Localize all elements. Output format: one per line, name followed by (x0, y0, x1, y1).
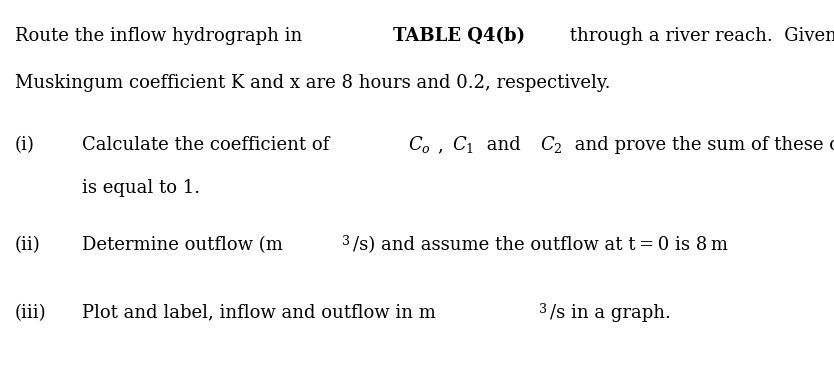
Text: (i): (i) (15, 136, 35, 154)
Text: TABLE Q4(b): TABLE Q4(b) (393, 27, 525, 45)
Text: $^3$: $^3$ (341, 236, 350, 254)
Text: Determine outflow (m: Determine outflow (m (82, 236, 283, 254)
Text: (iii): (iii) (15, 304, 47, 322)
Text: Plot and label, inflow and outflow in m: Plot and label, inflow and outflow in m (82, 304, 435, 322)
Text: Calculate the coefficient of: Calculate the coefficient of (82, 136, 334, 154)
Text: $C_o$: $C_o$ (408, 134, 431, 155)
Text: /s) and assume the outflow at t = 0 is 8 m: /s) and assume the outflow at t = 0 is 8… (353, 236, 728, 254)
Text: and prove the sum of these coefficients: and prove the sum of these coefficients (569, 136, 834, 154)
Text: Muskingum coefficient K and x are 8 hours and 0.2, respectively.: Muskingum coefficient K and x are 8 hour… (15, 74, 610, 92)
Text: $C_2$: $C_2$ (540, 134, 562, 155)
Text: $^3$: $^3$ (538, 304, 548, 322)
Text: is equal to 1.: is equal to 1. (82, 179, 200, 197)
Text: through a river reach.  Given that: through a river reach. Given that (564, 27, 834, 45)
Text: $C_1$: $C_1$ (453, 134, 475, 155)
Text: /s in a graph.: /s in a graph. (550, 304, 671, 322)
Text: ,: , (438, 136, 450, 154)
Text: Route the inflow hydrograph in: Route the inflow hydrograph in (15, 27, 308, 45)
Text: (ii): (ii) (15, 236, 41, 254)
Text: and: and (481, 136, 526, 154)
